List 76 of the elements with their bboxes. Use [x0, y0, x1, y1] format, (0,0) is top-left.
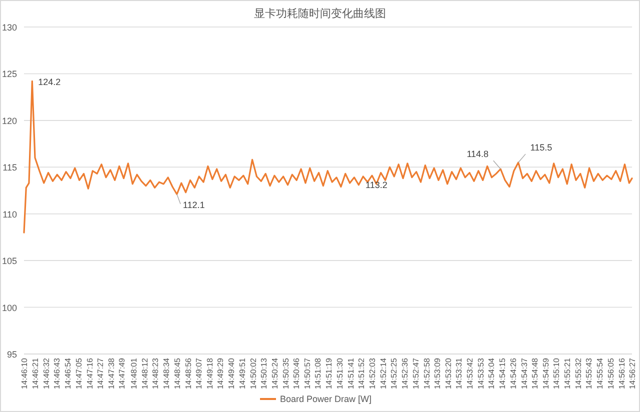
x-tick-label: 14:56:16	[617, 357, 626, 390]
legend-label: Board Power Draw [W]	[280, 394, 372, 404]
x-tick-label: 14:55:54	[596, 357, 605, 390]
x-tick-label: 14:54:15	[498, 357, 508, 390]
x-tick-label: 14:48:23	[151, 357, 160, 390]
annotation: 114.8	[466, 149, 501, 170]
x-tick-label: 14:51:08	[314, 357, 323, 390]
x-tick-label: 14:48:01	[130, 357, 139, 390]
annotation: 113.2	[366, 180, 388, 190]
x-tick-label: 14:51:52	[356, 357, 366, 390]
x-tick-label: 14:49:51	[238, 357, 247, 390]
x-tick-label: 14:54:37	[520, 357, 529, 390]
annotation: 115.5	[530, 142, 552, 152]
x-tick-label: 14:53:53	[476, 357, 486, 390]
x-tick-label: 14:49:18	[206, 357, 215, 390]
x-tick-label: 14:54:59	[541, 357, 550, 390]
x-tick-label: 14:49:40	[227, 357, 236, 390]
x-tick-label: 14:50:13	[259, 357, 268, 390]
x-tick-label: 14:50:24	[270, 357, 280, 390]
x-tick-label: 14:46:21	[30, 357, 40, 390]
x-tick-label: 14:55:32	[574, 357, 584, 390]
chart-title: 显卡功耗随时间变化曲线图	[254, 7, 386, 20]
x-tick-label: 14:49:07	[194, 357, 204, 390]
y-tick-label: 95	[6, 350, 17, 360]
y-tick-label: 120	[2, 116, 17, 126]
x-tick-label: 14:51:30	[335, 357, 344, 390]
x-tick-label: 14:53:42	[466, 357, 475, 390]
x-tick-label: 14:47:49	[118, 357, 127, 390]
x-tick-label: 14:47:27	[96, 357, 105, 390]
x-tick-label: 14:53:09	[432, 357, 442, 390]
annotation: 114.8	[466, 149, 489, 160]
x-tick-label: 14:50:46	[292, 357, 302, 390]
x-tick-label: 14:46:10	[20, 357, 29, 390]
y-tick-label: 105	[2, 256, 17, 266]
x-tick-label: 14:52:25	[390, 357, 399, 390]
x-tick-label: 14:55:10	[552, 357, 562, 390]
y-tick-label: 125	[2, 69, 17, 80]
annotation: 124.2	[38, 77, 61, 88]
x-tick-label: 14:52:14	[378, 357, 388, 390]
x-tick-label: 14:49:29	[216, 357, 226, 390]
x-tick-label: 14:53:31	[454, 357, 464, 390]
annotation: 115.5	[518, 142, 552, 163]
x-tick-label: 14:55:21	[563, 357, 572, 390]
x-tick-label: 14:56:27	[628, 357, 637, 390]
x-tick-label: 14:46:54	[64, 357, 73, 390]
y-tick-label: 110	[2, 209, 17, 220]
y-tick-label: 115	[2, 162, 17, 173]
x-tick-label: 14:52:03	[368, 357, 377, 390]
x-tick-label: 14:47:05	[74, 357, 84, 390]
x-tick-label: 14:54:26	[508, 357, 518, 390]
x-tick-label: 14:51:41	[346, 357, 356, 390]
x-tick-label: 14:52:36	[400, 357, 410, 390]
x-tick-label: 14:55:43	[584, 357, 594, 390]
y-tick-label: 100	[2, 302, 17, 313]
annotation: 112.1	[176, 194, 205, 210]
x-tick-label: 14:54:48	[530, 357, 540, 390]
x-tick-label: 14:46:43	[52, 357, 62, 390]
x-tick-label: 14:46:32	[42, 357, 51, 390]
x-tick-label: 14:48:45	[172, 357, 182, 390]
x-tick-label: 14:50:57	[303, 357, 312, 390]
x-tick-label: 14:48:34	[162, 357, 171, 390]
x-tick-label: 14:47:16	[85, 357, 94, 390]
x-tick-label: 14:48:56	[184, 357, 193, 390]
annotation: 112.1	[182, 200, 205, 210]
x-tick-label: 14:51:19	[324, 357, 334, 390]
x-tick-label: 14:52:47	[411, 357, 420, 390]
x-tick-label: 14:47:38	[106, 357, 116, 390]
x-tick-label: 14:52:58	[422, 357, 432, 390]
legend: Board Power Draw [W]	[260, 394, 372, 404]
x-tick-label: 14:50:02	[248, 357, 258, 390]
y-tick-label: 130	[2, 22, 17, 32]
x-tick-label: 14:56:05	[606, 357, 616, 390]
x-tick-label: 14:50:35	[281, 357, 290, 390]
x-tick-label: 14:53:20	[444, 357, 453, 390]
x-tick-label: 14:48:12	[140, 357, 150, 390]
x-tick-label: 14:54:04	[487, 357, 496, 390]
